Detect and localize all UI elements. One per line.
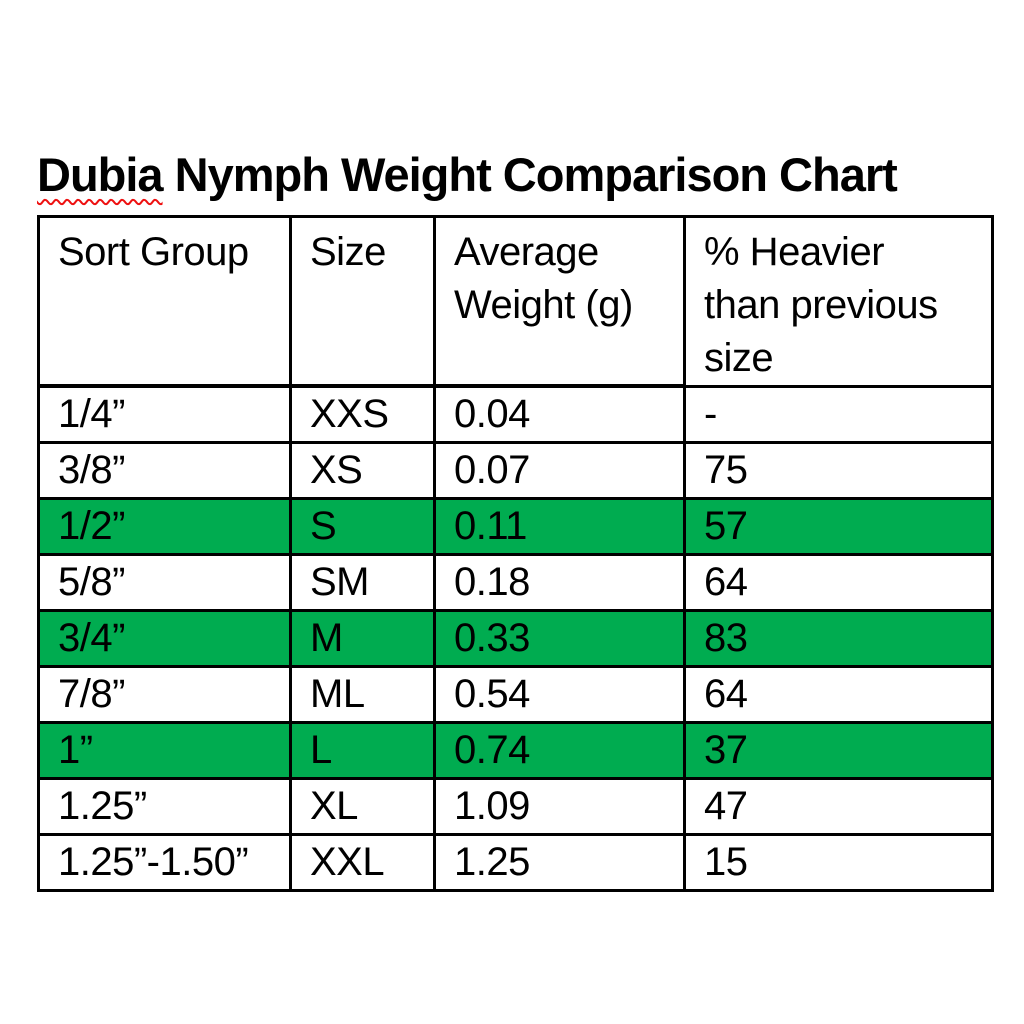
cell-sort-group: 1/2” [37,497,292,556]
header-line: Sort Group [58,230,249,274]
cell-sort-group: 1.25” [37,777,292,836]
cell-pct-heavier: 37 [683,721,994,780]
cell-sort-group: 1.25”-1.50” [37,833,292,892]
table-row: 7/8” ML 0.54 64 [37,665,994,724]
table-row: 5/8” SM 0.18 64 [37,553,994,612]
header-line: Average [454,230,599,274]
table-row: 3/4” M 0.33 83 [37,609,994,668]
cell-pct-heavier: 75 [683,441,994,500]
cell-pct-heavier: 83 [683,609,994,668]
weight-comparison-table: Sort Group Size Average Weight (g) % Hea… [37,215,994,892]
cell-sort-group: 7/8” [37,665,292,724]
table-header-row: Sort Group Size Average Weight (g) % Hea… [37,215,994,388]
header-line: Size [310,230,386,274]
cell-sort-group: 3/8” [37,441,292,500]
cell-size: XS [289,441,436,500]
table-row: 1.25”-1.50” XXL 1.25 15 [37,833,994,892]
column-header-size: Size [289,215,436,388]
table-row: 1/2” S 0.11 57 [37,497,994,556]
cell-size: S [289,497,436,556]
title-rest: Nymph Weight Comparison Chart [162,148,898,202]
cell-avg-weight: 0.07 [433,441,686,500]
cell-avg-weight: 1.25 [433,833,686,892]
cell-sort-group: 3/4” [37,609,292,668]
page-title: Dubia Nymph Weight Comparison Chart [37,147,898,203]
cell-size: L [289,721,436,780]
cell-size: XXL [289,833,436,892]
cell-avg-weight: 0.04 [433,385,686,444]
column-header-pct-heavier: % Heavier than previous size [683,215,994,388]
cell-size: M [289,609,436,668]
table-row: 1.25” XL 1.09 47 [37,777,994,836]
weight-table: Sort Group Size Average Weight (g) % Hea… [37,215,994,892]
cell-avg-weight: 0.54 [433,665,686,724]
cell-pct-heavier: 57 [683,497,994,556]
column-header-sort-group: Sort Group [37,215,292,388]
header-line: Weight (g) [454,283,633,327]
cell-pct-heavier: 15 [683,833,994,892]
table-row: 3/8” XS 0.07 75 [37,441,994,500]
header-separator-line [37,384,686,387]
cell-avg-weight: 0.11 [433,497,686,556]
title-word-misspelled: Dubia [37,148,164,202]
cell-size: XL [289,777,436,836]
cell-pct-heavier: - [683,385,994,444]
table-row: 1” L 0.74 37 [37,721,994,780]
header-line: than previous [704,283,938,327]
header-line: % Heavier [704,230,885,274]
cell-sort-group: 1” [37,721,292,780]
cell-size: ML [289,665,436,724]
table-row: 1/4” XXS 0.04 - [37,385,994,444]
cell-avg-weight: 1.09 [433,777,686,836]
cell-sort-group: 5/8” [37,553,292,612]
cell-size: XXS [289,385,436,444]
header-line: size [704,336,774,380]
column-header-average-weight: Average Weight (g) [433,215,686,388]
cell-pct-heavier: 64 [683,665,994,724]
cell-pct-heavier: 47 [683,777,994,836]
cell-size: SM [289,553,436,612]
cell-avg-weight: 0.74 [433,721,686,780]
cell-sort-group: 1/4” [37,385,292,444]
cell-pct-heavier: 64 [683,553,994,612]
cell-avg-weight: 0.33 [433,609,686,668]
cell-avg-weight: 0.18 [433,553,686,612]
